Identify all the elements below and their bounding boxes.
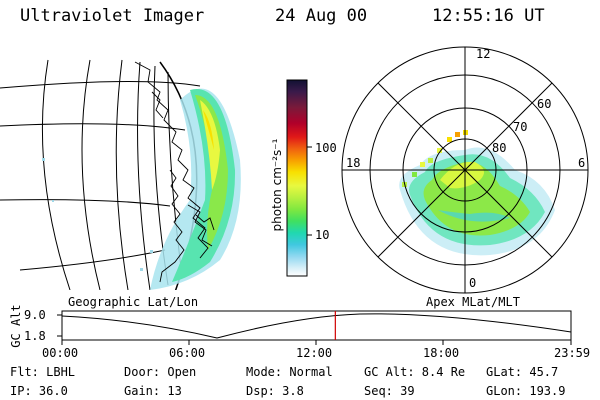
mlat-label-80: 80 xyxy=(492,141,507,155)
altitude-curve xyxy=(61,313,572,339)
info-filter: Flt: LBHL xyxy=(10,365,76,379)
geographic-map-panel xyxy=(0,59,241,290)
altitude-xtick-2359: 23:59 xyxy=(554,346,591,360)
colorbar-tick-10: 10 xyxy=(315,228,330,242)
info-glon: GLon: 193.9 xyxy=(486,384,566,398)
polar-mlat-mlt-panel xyxy=(341,46,589,294)
info-gain: Gain: 13 xyxy=(124,384,182,398)
mlt-label-18: 18 xyxy=(346,156,361,170)
info-dsp: Dsp: 3.8 xyxy=(246,384,304,398)
info-glat: GLat: 45.7 xyxy=(486,365,559,379)
info-mode: Mode: Normal xyxy=(246,365,333,379)
instrument-title: Ultraviolet Imager xyxy=(20,6,205,26)
mlt-label-0: 0 xyxy=(469,276,477,290)
altitude-ylabel: GC Alt xyxy=(9,304,23,348)
mlt-label-12: 12 xyxy=(476,47,491,61)
mlat-label-60: 60 xyxy=(537,97,552,111)
colorbar-unit-label: photon cm⁻²s⁻¹ xyxy=(270,138,284,232)
altitude-xtick-1800: 18:00 xyxy=(423,346,460,360)
altitude-ytick-9: 9.0 xyxy=(24,308,46,322)
date-label: 24 Aug 00 xyxy=(275,6,368,26)
altitude-xtick-0600: 06:00 xyxy=(169,346,206,360)
info-door: Door: Open xyxy=(124,365,197,379)
colorbar-tick-100: 100 xyxy=(315,141,337,155)
apex-panel-label: Apex MLat/MLT xyxy=(426,295,520,309)
altitude-plot xyxy=(57,310,572,345)
altitude-xtick-0000: 00:00 xyxy=(42,346,79,360)
info-seq: Seq: 39 xyxy=(364,384,415,398)
coastline-outline xyxy=(134,61,215,283)
altitude-plot-frame xyxy=(61,310,572,341)
colorbar-gradient xyxy=(286,79,308,277)
info-gc-alt: GC Alt: 8.4 Re xyxy=(364,365,466,379)
info-ip: IP: 36.0 xyxy=(10,384,68,398)
altitude-ytick-1-8: 1.8 xyxy=(24,329,46,343)
aurora-emission-geographic xyxy=(150,88,241,290)
mlt-label-6: 6 xyxy=(578,156,586,170)
polar-grid xyxy=(341,46,589,294)
altitude-xtick-1200: 12:00 xyxy=(296,346,333,360)
colorbar xyxy=(286,79,312,277)
time-label: 12:55:16 UT xyxy=(432,6,545,26)
mlat-label-70: 70 xyxy=(513,120,528,134)
geographic-panel-label: Geographic Lat/Lon xyxy=(68,295,199,309)
noise-dots xyxy=(42,158,153,271)
